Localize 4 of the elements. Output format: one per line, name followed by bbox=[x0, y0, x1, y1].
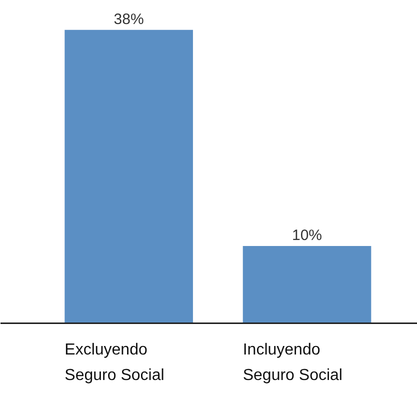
data-label: 10% bbox=[292, 227, 322, 244]
data-label: 38% bbox=[114, 10, 144, 28]
x-tick-label: Excluyendo Seguro Social bbox=[64, 341, 164, 384]
x-tick-label: Incluyendo Seguro Social bbox=[242, 341, 342, 384]
